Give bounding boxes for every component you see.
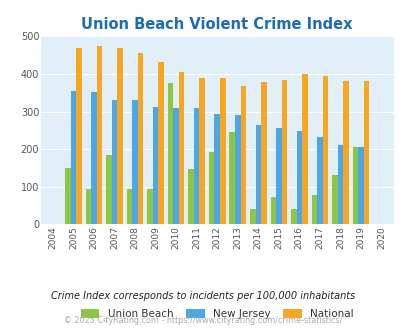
Text: Crime Index corresponds to incidents per 100,000 inhabitants: Crime Index corresponds to incidents per… [51,291,354,301]
Bar [91,92,96,224]
Text: © 2025 CityRating.com - https://www.cityrating.com/crime-statistics/: © 2025 CityRating.com - https://www.city… [64,316,341,325]
Bar [316,137,322,224]
Bar [337,146,342,224]
Bar [275,128,281,224]
Bar [255,125,260,224]
Bar [301,74,307,224]
Bar [311,195,316,224]
Bar [76,48,81,224]
Bar [85,189,91,224]
Bar [158,62,164,224]
Bar [331,175,337,224]
Bar [152,107,158,224]
Bar [96,47,102,224]
Bar [240,86,245,224]
Bar [296,131,301,224]
Bar [111,100,117,224]
Bar [357,147,363,224]
Bar [106,155,111,224]
Bar [363,82,369,224]
Bar [342,81,348,224]
Title: Union Beach Violent Crime Index: Union Beach Violent Crime Index [81,17,352,32]
Bar [70,91,76,224]
Bar [194,108,199,224]
Bar [209,152,214,224]
Bar [214,114,220,224]
Bar [179,72,184,224]
Bar [281,80,286,224]
Bar [234,115,240,224]
Bar [229,132,234,224]
Bar [117,48,123,224]
Bar [220,79,225,224]
Bar [147,189,152,224]
Bar [352,147,357,224]
Bar [270,197,275,224]
Bar [188,169,194,224]
Bar [65,168,70,224]
Bar [173,108,179,224]
Bar [132,100,138,224]
Bar [249,209,255,224]
Bar [199,79,205,224]
Bar [138,53,143,224]
Bar [322,76,327,224]
Bar [260,82,266,224]
Legend: Union Beach, New Jersey, National: Union Beach, New Jersey, National [76,305,357,323]
Bar [126,189,132,224]
Bar [167,83,173,224]
Bar [290,209,296,224]
